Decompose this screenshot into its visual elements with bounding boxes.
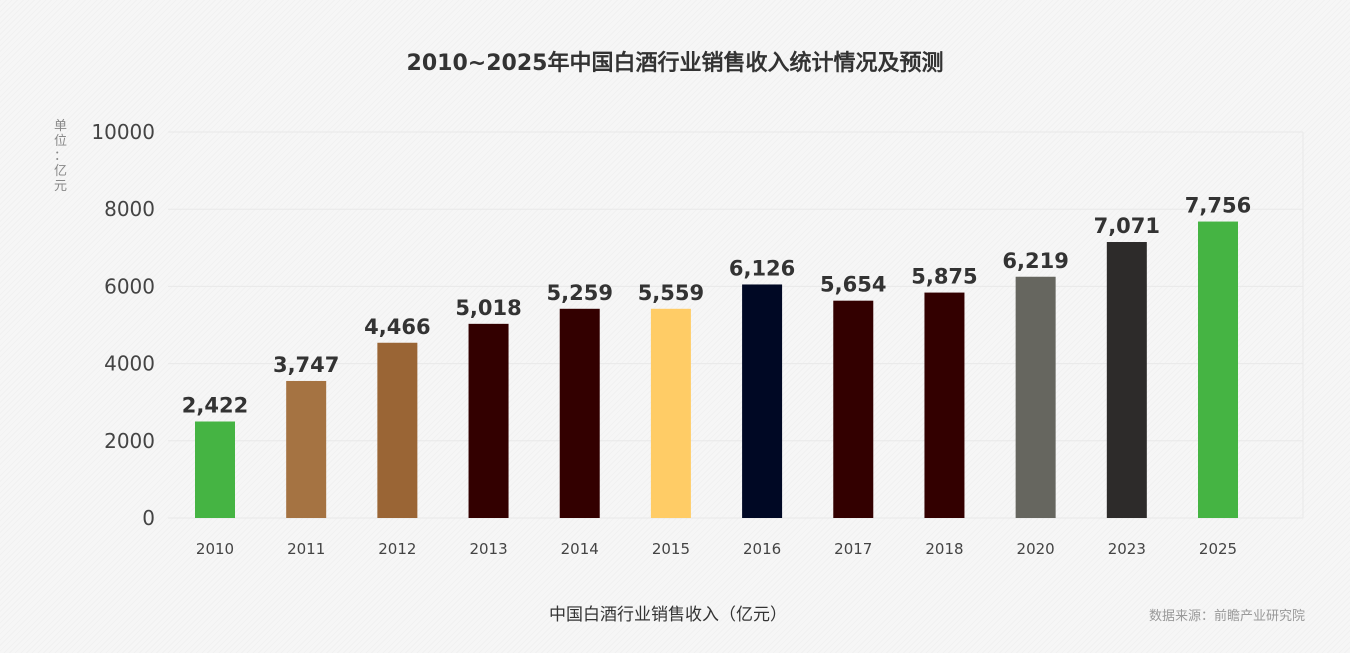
- x-tick-label-2020: 2020: [1017, 540, 1055, 558]
- bar-2012: [377, 342, 418, 518]
- y-tick-label: 10000: [91, 120, 155, 144]
- bar-2020: [1015, 276, 1056, 518]
- x-tick-label-2015: 2015: [652, 540, 690, 558]
- data-label-2015: 5,559: [638, 281, 704, 305]
- x-tick-label-2013: 2013: [469, 540, 507, 558]
- bar-2017: [833, 300, 874, 518]
- data-label-2013: 5,018: [455, 296, 521, 320]
- x-axis-label: 中国白酒行业销售收入（亿元）: [549, 605, 787, 625]
- y-tick-label: 8000: [104, 197, 155, 221]
- data-label-2016: 6,126: [729, 256, 795, 280]
- data-label-2012: 4,466: [364, 315, 430, 339]
- x-tick-label-2016: 2016: [743, 540, 781, 558]
- x-axis-ticks: 2010 2011 2012 2013 2014 2015 2016 2017 2018 2020…: [196, 540, 1237, 558]
- bar-2025: [1198, 221, 1238, 518]
- data-labels: 2,422 3,747 4,466 5,018 5,259 5,559 6,126 5,654…: [182, 194, 1251, 418]
- y-tick-label: 6000: [104, 274, 155, 298]
- y-tick-label: 4000: [104, 352, 155, 376]
- data-label-2020: 6,219: [1002, 249, 1068, 273]
- bar-2018: [924, 292, 965, 518]
- bar-2016: [742, 284, 783, 518]
- bar-2013: [468, 323, 509, 518]
- data-label-2025: 7,756: [1185, 194, 1251, 218]
- x-tick-label-2025: 2025: [1199, 540, 1237, 558]
- source-note: 数据来源：前瞻产业研究院: [1149, 608, 1305, 624]
- x-tick-label-2011: 2011: [287, 540, 325, 558]
- y-axis-unit-label: 单位：亿元: [54, 119, 67, 194]
- data-label-2023: 7,071: [1094, 214, 1160, 238]
- data-label-2017: 5,654: [820, 273, 886, 297]
- chart-title: 2010~2025年中国白酒行业销售收入统计情况及预测: [407, 50, 944, 76]
- bar-2023: [1106, 242, 1147, 518]
- x-tick-label-2018: 2018: [925, 540, 963, 558]
- data-label-2018: 5,875: [911, 265, 977, 289]
- x-tick-label-2014: 2014: [561, 540, 599, 558]
- bar-2011: [286, 380, 327, 518]
- bar-2010: [195, 421, 235, 518]
- data-label-2014: 5,259: [547, 281, 613, 305]
- x-tick-label-2023: 2023: [1108, 540, 1146, 558]
- bar-2014: [559, 308, 600, 518]
- data-label-2011: 3,747: [273, 353, 339, 377]
- x-tick-label-2012: 2012: [378, 540, 416, 558]
- x-tick-label-2017: 2017: [834, 540, 872, 558]
- bars: [195, 221, 1238, 518]
- bar-2015: [650, 308, 691, 518]
- x-tick-label-2010: 2010: [196, 540, 234, 558]
- y-tick-label: 2000: [104, 429, 155, 453]
- data-label-2010: 2,422: [182, 394, 248, 418]
- y-axis-ticks: 0 2000 4000 6000 8000 10000: [91, 120, 155, 530]
- y-tick-label: 0: [142, 506, 155, 530]
